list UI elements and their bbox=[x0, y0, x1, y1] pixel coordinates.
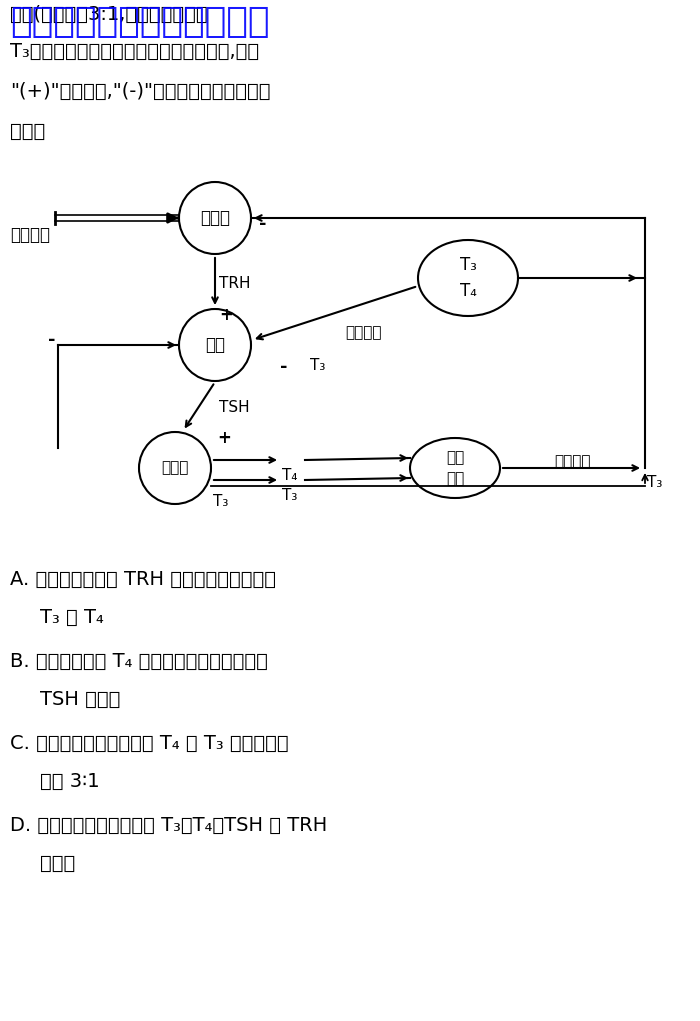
Text: 小于 3∶1: 小于 3∶1 bbox=[40, 772, 99, 791]
Text: T₃: T₃ bbox=[310, 358, 326, 373]
Text: T₃: T₃ bbox=[647, 475, 662, 490]
Text: 放碘(其比例为3:1,能通过脱碘形成: 放碘(其比例为3:1,能通过脱碘形成 bbox=[10, 5, 208, 25]
Ellipse shape bbox=[418, 240, 518, 317]
Text: T₃ 和 T₄: T₃ 和 T₄ bbox=[40, 607, 104, 627]
Text: TSH: TSH bbox=[219, 400, 250, 416]
Text: -: - bbox=[48, 331, 55, 349]
Text: T₃
T₄: T₃ T₄ bbox=[460, 256, 477, 299]
Text: +: + bbox=[219, 306, 233, 324]
Circle shape bbox=[179, 309, 251, 381]
Text: 其他
组织: 其他 组织 bbox=[446, 450, 464, 486]
Circle shape bbox=[179, 182, 251, 254]
Text: -: - bbox=[280, 358, 288, 376]
Ellipse shape bbox=[410, 438, 500, 498]
Text: -: - bbox=[259, 215, 267, 233]
Text: 甲状腺: 甲状腺 bbox=[161, 460, 189, 476]
Text: 脱碘作用: 脱碘作用 bbox=[554, 454, 591, 469]
Text: 垂体: 垂体 bbox=[205, 336, 225, 354]
Text: T₃。下图表示人体甲状腺分泌和调节过程,其中: T₃。下图表示人体甲状腺分泌和调节过程,其中 bbox=[10, 42, 259, 61]
Text: B. 甲状腺分泌的 T₄ 直接作用于垂体从而抑制: B. 甲状腺分泌的 T₄ 直接作用于垂体从而抑制 bbox=[10, 652, 268, 671]
Text: 脱碘作用: 脱碘作用 bbox=[345, 325, 382, 340]
Text: 确的是: 确的是 bbox=[10, 121, 46, 141]
Text: 的分泌: 的分泌 bbox=[40, 854, 76, 873]
Text: T₄: T₄ bbox=[282, 468, 298, 483]
Text: 寒冷信号: 寒冷信号 bbox=[10, 226, 50, 244]
Text: T₃: T₃ bbox=[213, 494, 228, 509]
Text: T₃: T₃ bbox=[282, 488, 298, 503]
Text: 微信公众号关注：趣找答案: 微信公众号关注：趣找答案 bbox=[10, 5, 270, 39]
Text: +: + bbox=[217, 429, 231, 447]
Text: A. 下丘脑通过释放 TRH 直接调控甲状腺分泌: A. 下丘脑通过释放 TRH 直接调控甲状腺分泌 bbox=[10, 570, 276, 589]
Circle shape bbox=[139, 432, 211, 504]
Text: "(+)"表示促进,"(-)"表示抑制。下列叙述正: "(+)"表示促进,"(-)"表示抑制。下列叙述正 bbox=[10, 82, 270, 101]
Text: 下丘脑: 下丘脑 bbox=[200, 209, 230, 227]
Text: TSH 的释放: TSH 的释放 bbox=[40, 690, 120, 709]
Text: TRH: TRH bbox=[219, 276, 251, 291]
Text: C. 脱碘作用受阻时人体内 T₄ 与 T₃ 释放量比例: C. 脱碘作用受阻时人体内 T₄ 与 T₃ 释放量比例 bbox=[10, 734, 288, 753]
Text: D. 饮食长期缺碘时会影响 T₃、T₄、TSH 和 TRH: D. 饮食长期缺碘时会影响 T₃、T₄、TSH 和 TRH bbox=[10, 816, 328, 835]
